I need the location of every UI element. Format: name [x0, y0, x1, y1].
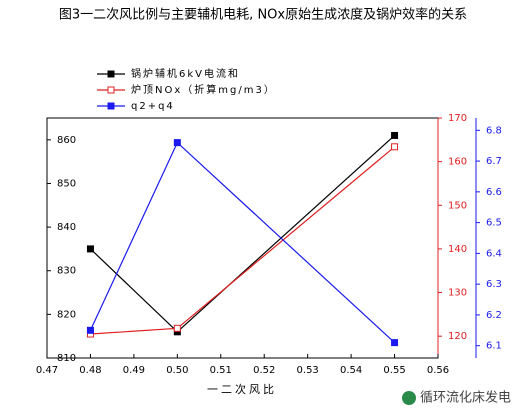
legend-label: 炉顶NOx（折算mg/m3） [131, 83, 276, 96]
series-line [90, 146, 395, 335]
y3-tick-label: 6.2 [486, 310, 502, 321]
y2-tick-label: 130 [448, 288, 467, 299]
plot-frame [46, 117, 439, 359]
x-tick-label: 0.53 [297, 365, 319, 376]
data-point [391, 143, 399, 151]
data-point [391, 131, 399, 139]
y3-tick-label: 6.3 [486, 279, 502, 290]
data-point [86, 245, 94, 253]
x-tick-label: 0.47 [36, 365, 58, 376]
series-line [89, 141, 395, 344]
legend-marker [107, 86, 115, 94]
y2-tick-label: 170 [448, 113, 467, 124]
y3-tick-label: 6.6 [486, 187, 502, 198]
y2-tick-label: 140 [448, 244, 467, 255]
y3-tick-label: 6.7 [486, 156, 502, 167]
legend-label: 锅炉辅机6kV电流和 [131, 67, 240, 80]
y-tick-label: 830 [57, 266, 76, 277]
data-point [173, 139, 181, 147]
y-tick-label: 840 [57, 222, 76, 233]
legend-marker [107, 102, 115, 110]
y3-tick-label: 6.8 [486, 125, 502, 136]
y2-tick-label: 160 [448, 157, 467, 168]
legend-marker [107, 70, 115, 78]
y-tick-label: 810 [57, 353, 76, 364]
y3-tick-label: 6.5 [486, 218, 502, 229]
y-tick-label: 820 [57, 309, 76, 320]
x-axis-label: 一二次风比 [207, 382, 277, 396]
y3-tick-label: 6.4 [486, 248, 502, 259]
watermark-icon [402, 391, 416, 405]
y2-tick-label: 120 [448, 331, 467, 342]
y2-tick-label: 150 [448, 200, 467, 211]
chart-title: 图3一二次风比例与主要辅机电耗, NOx原始生成浓度及锅炉效率的关系 [59, 7, 467, 23]
series-line [90, 135, 395, 333]
y-tick-label: 850 [57, 178, 76, 189]
legend-label: q2+q4 [131, 101, 175, 112]
x-tick-label: 0.49 [123, 365, 145, 376]
x-tick-label: 0.56 [427, 365, 449, 376]
x-tick-label: 0.51 [210, 365, 232, 376]
x-tick-label: 0.50 [166, 365, 188, 376]
y-tick-label: 860 [57, 135, 76, 146]
y3-tick-label: 6.1 [486, 341, 502, 352]
x-tick-label: 0.54 [340, 365, 362, 376]
x-tick-label: 0.52 [253, 365, 275, 376]
watermark: 循环流化床发电 [420, 390, 511, 406]
data-point [391, 339, 399, 347]
data-point [173, 324, 181, 332]
x-tick-label: 0.48 [79, 365, 101, 376]
data-point [86, 326, 94, 334]
x-tick-label: 0.55 [383, 365, 405, 376]
